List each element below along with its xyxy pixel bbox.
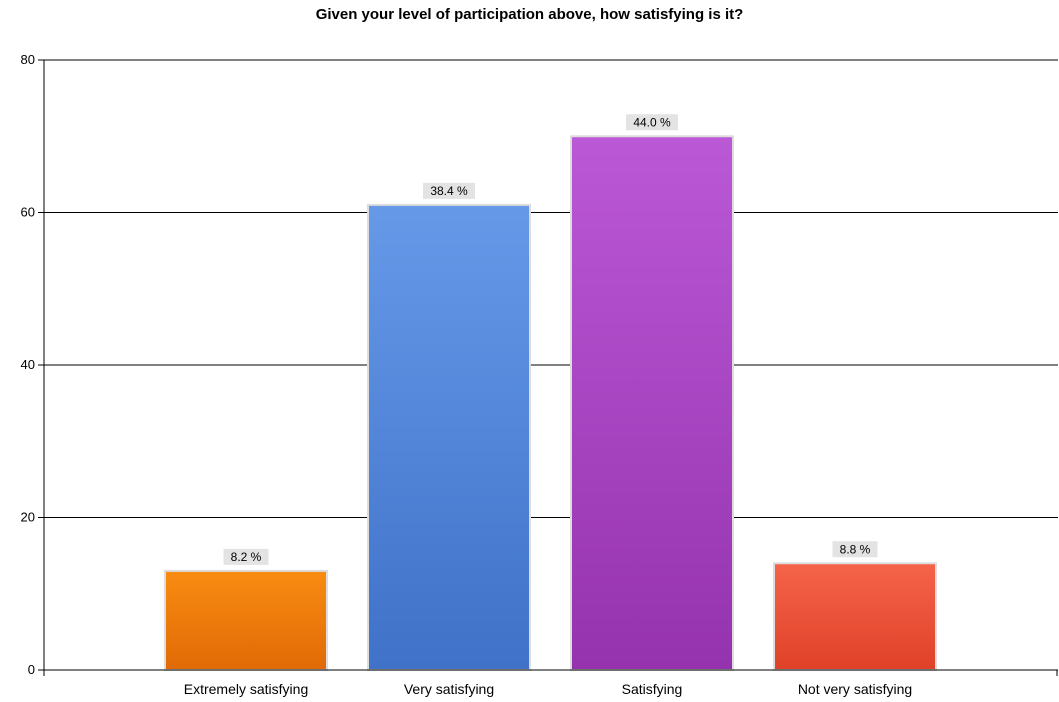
y-tick-label: 80 [21, 52, 35, 67]
bar [773, 562, 937, 671]
bar [367, 203, 531, 671]
x-tick-label: Not very satisfying [798, 681, 912, 697]
grid-layer [44, 59, 1058, 518]
data-label-background [423, 182, 475, 199]
data-label-background [832, 541, 878, 558]
y-tick-label: 0 [28, 662, 35, 677]
bar [570, 135, 734, 671]
y-tick-label: 60 [21, 205, 35, 220]
data-label: 8.2 % [231, 550, 262, 564]
y-tick-label: 40 [21, 357, 35, 372]
axis-layer: 0 20 40 60 80 [21, 52, 1058, 677]
label-layer: 8.2 % Extremely satisfying 38.4 % Very sati… [184, 114, 912, 697]
chart-title: Given your level of participation above,… [315, 6, 744, 23]
data-label-background [626, 114, 678, 131]
data-label: 44.0 % [633, 115, 671, 129]
data-label: 38.4 % [430, 184, 468, 198]
bar-layer [164, 135, 937, 671]
x-tick-label: Very satisfying [404, 681, 494, 697]
y-tick-label: 20 [21, 510, 35, 525]
bar [164, 569, 328, 671]
data-label-background [223, 548, 269, 565]
data-label: 8.8 % [840, 542, 871, 556]
x-tick-label: Extremely satisfying [184, 681, 308, 697]
x-tick-label: Satisfying [622, 681, 683, 697]
